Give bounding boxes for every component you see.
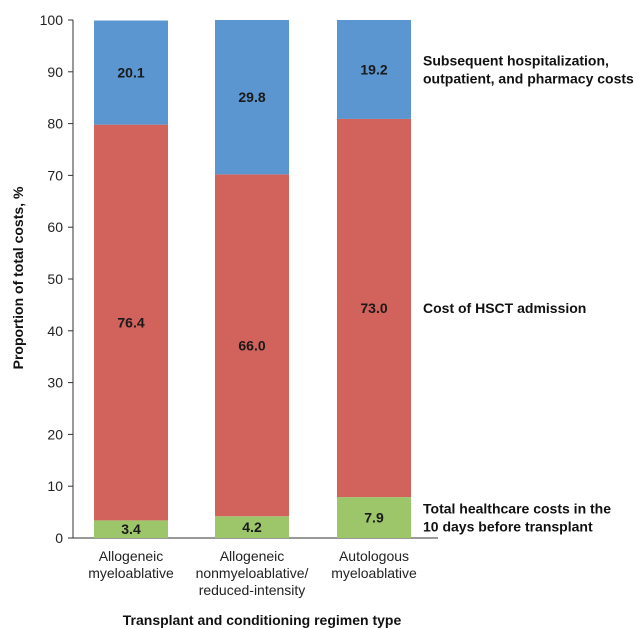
y-tick-label: 70 <box>47 167 63 183</box>
bar-segment <box>215 20 289 175</box>
y-tick-label: 10 <box>47 478 63 494</box>
bar-segment <box>94 520 168 538</box>
y-tick-label: 40 <box>47 323 63 339</box>
x-tick-label: Autologous <box>339 548 409 564</box>
y-tick-label: 50 <box>47 271 63 287</box>
bar-segment <box>337 118 411 498</box>
data-label: 20.1 <box>117 65 144 81</box>
legend-entry: Total healthcare costs in the <box>423 501 611 517</box>
data-label: 7.9 <box>364 510 384 526</box>
y-tick-label: 30 <box>47 375 63 391</box>
y-tick-label: 0 <box>55 530 63 546</box>
bar-segment <box>337 20 411 119</box>
x-tick-label: reduced-intensity <box>199 582 306 598</box>
y-tick-label: 80 <box>47 116 63 132</box>
data-label: 4.2 <box>242 519 262 535</box>
data-label: 73.0 <box>360 300 387 316</box>
bar-segment <box>215 516 289 538</box>
x-tick-label: nonmyeloablative/ <box>196 565 309 581</box>
bar-segment <box>94 124 168 521</box>
data-label: 66.0 <box>238 337 265 353</box>
y-tick-label: 20 <box>47 426 63 442</box>
y-tick-label: 100 <box>40 12 64 28</box>
legend-entry: Cost of HSCT admission <box>423 300 586 316</box>
y-tick-label: 60 <box>47 219 63 235</box>
legend-entry: outpatient, and pharmacy costs <box>423 70 634 86</box>
x-axis-title: Transplant and conditioning regimen type <box>123 612 402 628</box>
bar-segment <box>94 20 168 125</box>
labels: 3.476.420.1Allogeneicmyeloablative4.266.… <box>88 52 634 598</box>
data-label: 29.8 <box>238 89 265 105</box>
x-tick-label: myeloablative <box>88 565 174 581</box>
data-label: 19.2 <box>360 61 387 77</box>
data-label: 3.4 <box>121 521 141 537</box>
legend-entry: 10 days before transplant <box>423 519 593 535</box>
data-label: 76.4 <box>117 315 144 331</box>
legend-entry: Subsequent hospitalization, <box>423 52 609 68</box>
bar-segment <box>337 497 411 538</box>
bars <box>94 20 411 538</box>
axes: 0 10 20 30 40 50 60 70 80 90 100 <box>40 12 438 546</box>
x-tick-label: Allogeneic <box>99 548 164 564</box>
bar-segment <box>215 174 289 517</box>
y-axis-title: Proportion of total costs, % <box>10 186 26 369</box>
x-tick-label: myeloablative <box>331 565 417 581</box>
y-tick-label: 90 <box>47 64 63 80</box>
x-tick-label: Allogeneic <box>220 548 285 564</box>
